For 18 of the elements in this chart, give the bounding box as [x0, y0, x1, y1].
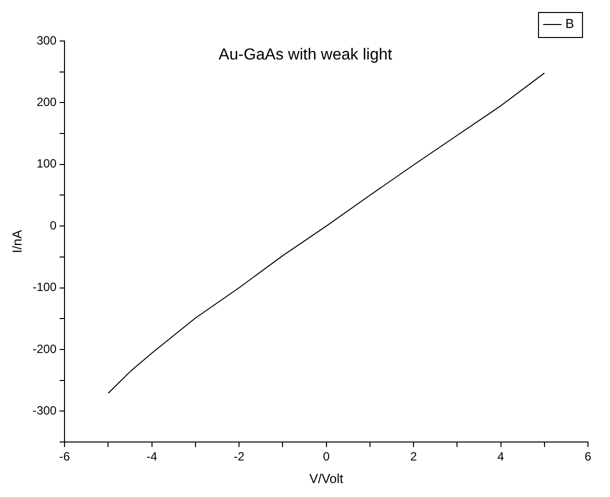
chart-title: Au-GaAs with weak light [218, 46, 393, 64]
y-tick-label: -200 [32, 342, 57, 356]
x-tick-label: 0 [322, 450, 330, 464]
y-tick-label: 0 [50, 218, 57, 232]
x-tick-label: -2 [234, 450, 245, 464]
y-tick-label: 300 [36, 33, 57, 48]
y-tick-label: 100 [36, 156, 57, 171]
x-tick-label: -4 [146, 450, 158, 464]
y-tick-label: -300 [32, 403, 57, 418]
y-axis-title: I/nA [9, 230, 24, 254]
x-axis-title: V/Volt [309, 470, 344, 486]
legend-label: B [565, 16, 574, 32]
x-tick-label: -6 [59, 450, 70, 464]
x-tick-label: 4 [497, 450, 504, 464]
x-tick-label: 6 [584, 450, 592, 464]
y-tick-label: 200 [36, 95, 57, 110]
y-tick-label: -100 [32, 280, 57, 294]
x-tick-label: 2 [410, 450, 418, 464]
